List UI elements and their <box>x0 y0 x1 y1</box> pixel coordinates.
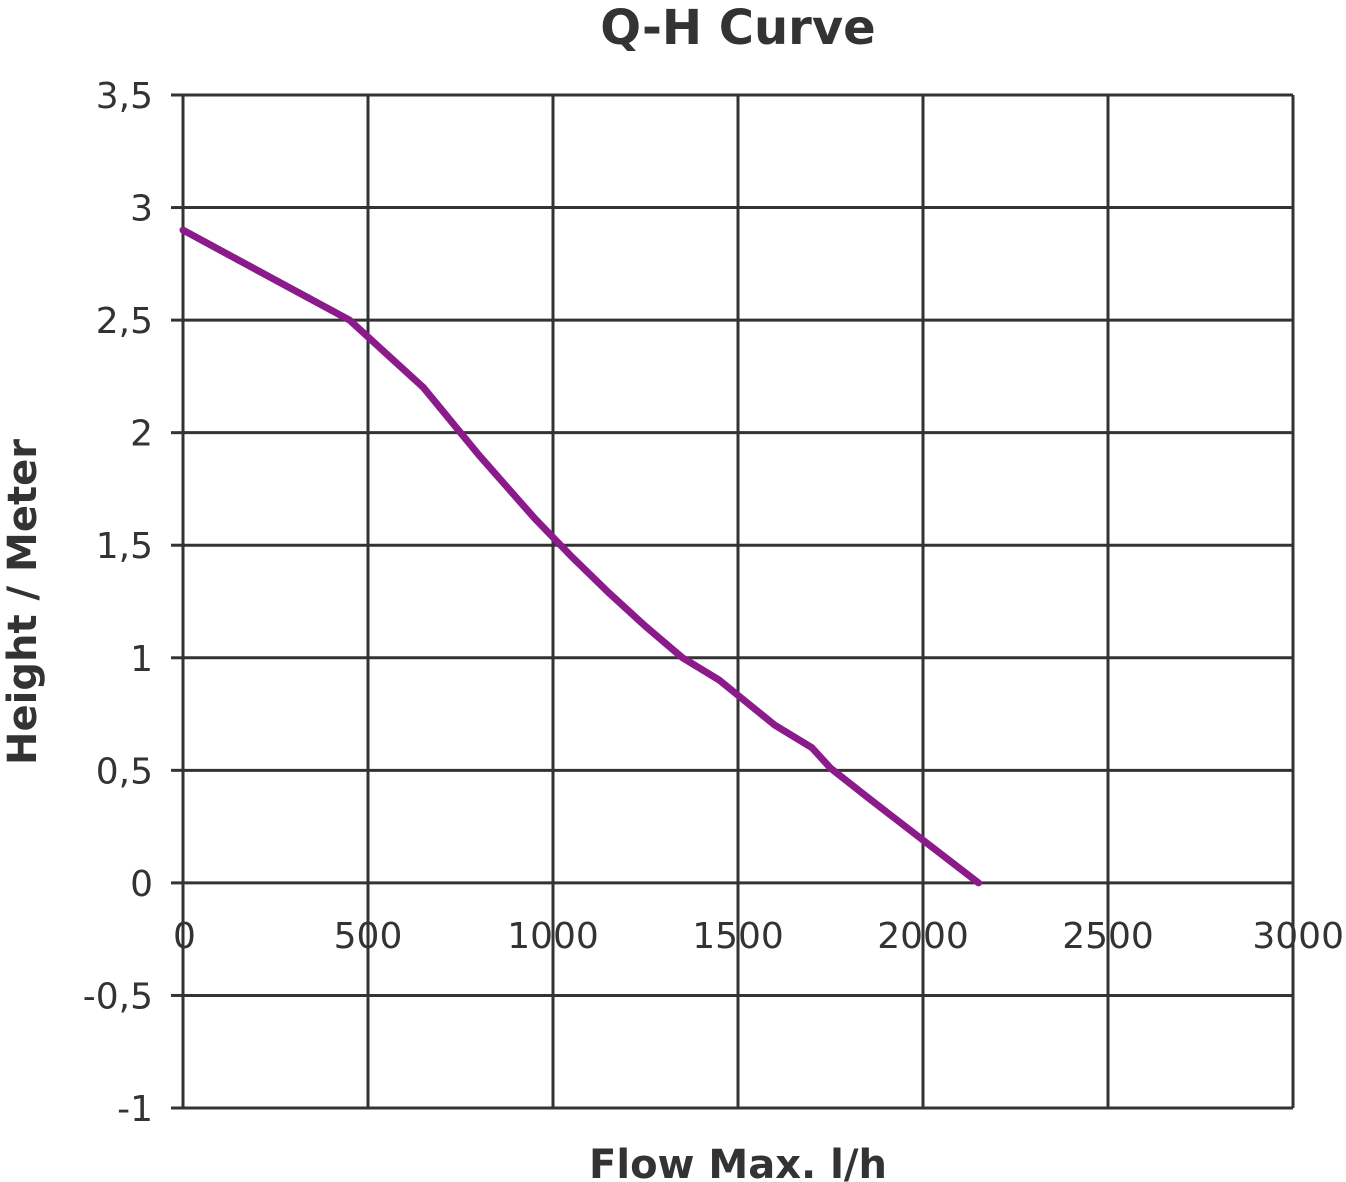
grid <box>181 93 1295 1110</box>
x-tick-label: 2000 <box>877 916 969 957</box>
x-tick-label: 0 <box>173 916 196 957</box>
y-tick-label: 1 <box>130 639 153 680</box>
y-tick-label: 2,5 <box>96 301 153 342</box>
chart-title: Q-H Curve <box>600 0 875 56</box>
y-tick-label: 2 <box>130 414 153 455</box>
x-tick-label: 500 <box>334 916 403 957</box>
y-tick-label: 3 <box>130 189 153 230</box>
qh-series-line <box>179 226 982 887</box>
y-tick-label: 1,5 <box>96 526 153 567</box>
x-tick-label: 1500 <box>692 916 784 957</box>
y-axis-ticks: -1 -0,5 0 0,5 1 1,5 2 2,5 3 3,5 <box>83 76 183 1130</box>
y-tick-label: 0,5 <box>96 751 153 792</box>
series <box>179 226 982 887</box>
x-tick-label: 3000 <box>1252 916 1344 957</box>
y-tick-label: -0,5 <box>83 976 153 1017</box>
y-tick-label: -1 <box>117 1089 153 1130</box>
x-axis-ticks: 0 500 1000 1500 2000 2500 3000 <box>173 916 1344 957</box>
x-tick-label: 1000 <box>507 916 599 957</box>
y-tick-label: 0 <box>130 864 153 905</box>
y-tick-label: 3,5 <box>96 76 153 117</box>
x-axis-label: Flow Max. l/h <box>589 1142 887 1182</box>
x-tick-label: 2500 <box>1062 916 1154 957</box>
y-axis-label: Height / Meter <box>0 439 46 765</box>
